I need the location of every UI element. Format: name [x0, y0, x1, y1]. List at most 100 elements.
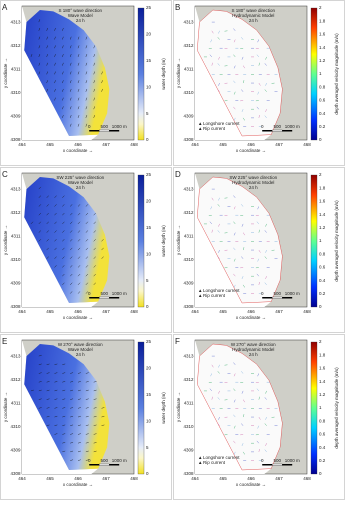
panel-title: 24 h [76, 185, 85, 190]
y-tick-label: 4313 [10, 354, 21, 359]
x-axis-label: x coordinate → [236, 148, 266, 153]
colorbar-tick-label: 1.8 [319, 18, 326, 23]
y-axis-label: y coordinate → [176, 225, 181, 255]
scale-bar [109, 297, 119, 299]
y-tick-label: 4312 [10, 210, 21, 215]
colorbar-label: water depth (m) [161, 392, 166, 424]
y-tick-label: 4311 [11, 67, 21, 72]
colorbar-tick-label: 1.2 [319, 58, 326, 63]
x-tick-label: 465 [46, 309, 54, 314]
scale-bar [99, 464, 109, 466]
panel-letter: D [175, 170, 181, 179]
y-tick-label: 4313 [183, 354, 194, 359]
colorbar-tick-label: 25 [146, 172, 152, 177]
y-tick-label: 4310 [10, 90, 21, 95]
scale-bar [109, 130, 119, 132]
y-tick-label: 4310 [183, 90, 194, 95]
colorbar-tick-label: 0.8 [319, 251, 326, 256]
panel-title: 24 h [76, 352, 85, 357]
y-tick-label: 4312 [183, 377, 194, 382]
y-axis-label: y coordinate → [3, 58, 8, 88]
y-tick-label: 4313 [183, 187, 194, 192]
y-axis-label: y coordinate → [176, 392, 181, 422]
scale-bar [272, 297, 282, 299]
x-tick-label: 464 [18, 142, 26, 147]
scale-bar [282, 130, 292, 132]
x-tick-label: 468 [303, 476, 311, 481]
x-tick-label: 468 [303, 142, 311, 147]
x-axis-label: x coordinate → [63, 482, 93, 487]
x-axis-label: x coordinate → [63, 148, 93, 153]
scale-bar [262, 297, 272, 299]
colorbar-tick-label: 0.6 [319, 265, 326, 270]
y-tick-label: 4310 [183, 257, 194, 262]
colorbar-tick-label: 1.4 [319, 379, 326, 384]
scale-bar-label: 1000 m [285, 458, 300, 463]
panel-title: 24 h [249, 185, 258, 190]
y-tick-label: 4312 [10, 377, 21, 382]
x-tick-label: 464 [191, 309, 199, 314]
colorbar-tick-label: 0.4 [319, 445, 326, 450]
y-tick-label: 4309 [183, 114, 194, 119]
y-tick-label: 4312 [183, 210, 194, 215]
scale-bar-label: 1000 m [285, 291, 300, 296]
legend-label: Rip current [203, 126, 226, 131]
x-tick-label: 464 [18, 309, 26, 314]
x-axis-label: x coordinate → [63, 315, 93, 320]
scale-bar [262, 130, 272, 132]
x-tick-label: 466 [74, 309, 82, 314]
y-tick-label: 4310 [10, 257, 21, 262]
x-tick-label: 466 [74, 142, 82, 147]
colorbar-tick-label: 20 [146, 32, 152, 37]
scale-bar [99, 297, 109, 299]
colorbar-tick-label: 20 [146, 366, 152, 371]
y-tick-label: 4311 [184, 67, 194, 72]
x-tick-label: 465 [46, 476, 54, 481]
y-tick-label: 4311 [11, 401, 21, 406]
y-tick-label: 4313 [10, 187, 21, 192]
y-tick-label: 4310 [10, 424, 21, 429]
scale-bar [272, 130, 282, 132]
colorbar-tick-label: 1.2 [319, 225, 326, 230]
panel-letter: B [175, 3, 180, 12]
colorbar-tick-label: 15 [146, 392, 152, 397]
y-axis-label: y coordinate → [3, 225, 8, 255]
legend-label: Rip current [203, 460, 226, 465]
scale-bar [109, 464, 119, 466]
x-tick-label: 467 [275, 142, 283, 147]
y-tick-label: 4312 [10, 43, 21, 48]
panel-title: 24 h [249, 352, 258, 357]
x-tick-label: 466 [74, 476, 82, 481]
panel-title: 24 h [249, 18, 258, 23]
colorbar-tick-label: 1.8 [319, 352, 326, 357]
colorbar-tick-label: 1.6 [319, 199, 326, 204]
x-tick-label: 465 [219, 309, 227, 314]
y-axis-label: y coordinate → [176, 58, 181, 88]
colorbar-tick-label: 0.8 [319, 418, 326, 423]
scale-bar-label: 1000 m [112, 291, 127, 296]
x-tick-label: 467 [102, 142, 110, 147]
scale-bar-label: 500 [100, 124, 108, 129]
x-tick-label: 464 [191, 476, 199, 481]
colorbar [311, 8, 317, 140]
y-axis-label: y coordinate → [3, 392, 8, 422]
colorbar-tick-label: 1.2 [319, 392, 326, 397]
colorbar-tick-label: 15 [146, 58, 152, 63]
x-tick-label: 468 [130, 476, 138, 481]
x-tick-label: 468 [303, 309, 311, 314]
x-tick-label: 465 [46, 142, 54, 147]
colorbar-tick-label: 0.6 [319, 432, 326, 437]
colorbar-tick-label: 10 [146, 251, 152, 256]
y-tick-label: 4311 [11, 234, 21, 239]
y-tick-label: 4309 [10, 114, 21, 119]
colorbar-tick-label: 10 [146, 84, 152, 89]
y-tick-label: 4309 [10, 448, 21, 453]
x-tick-label: 468 [130, 309, 138, 314]
colorbar-tick-label: 1.6 [319, 366, 326, 371]
colorbar-tick-label: 0.4 [319, 111, 326, 116]
x-tick-label: 467 [102, 309, 110, 314]
y-tick-label: 4309 [183, 448, 194, 453]
